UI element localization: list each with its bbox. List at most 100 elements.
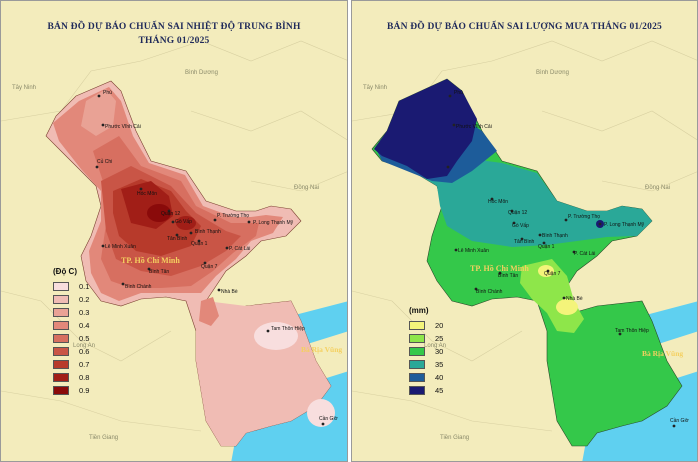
station-label: Nhà Bè (221, 289, 238, 295)
region-label-tien-giang: Tiền Giang (89, 435, 118, 441)
legend-swatch (409, 320, 425, 330)
rainfall-map-panel: Tây Ninh Bình Dương Đồng Nai Long An Tiề… (351, 0, 698, 462)
station-label: Phú (103, 90, 112, 96)
station-label: P. Long Thạnh Mỹ (604, 222, 645, 228)
legend-value: 0.4 (79, 320, 90, 330)
legend-value: 0.9 (79, 385, 90, 395)
station-label: Bình Chánh (476, 289, 503, 295)
temperature-legend-item: 0.7 (53, 358, 89, 370)
legend-value: 40 (435, 372, 444, 382)
legend-swatch (409, 346, 425, 356)
rainfall-legend-item: 45 (409, 384, 443, 396)
region-label-binh-duong: Bình Dương (185, 70, 218, 76)
legend-value: 0.6 (79, 346, 90, 356)
station-label: P. Trường Thọ (568, 214, 600, 220)
temperature-band-0.4 (199, 297, 219, 326)
station-label: Gò Vấp (175, 219, 192, 225)
station-label: Quận 12 (161, 211, 180, 217)
rainfall-legend-item: 30 (409, 345, 443, 357)
temperature-map-subtitle: THÁNG 01/2025 (138, 36, 210, 46)
rainfall-legend: (mm) 20 25 30 35 40 45 (409, 306, 443, 397)
region-label-ba-ria-vung-tau: Bà Rịa Vũng (642, 349, 683, 358)
station-label: Quận 7 (201, 264, 218, 270)
station-label: P. Trường Thọ (217, 213, 249, 219)
legend-swatch (53, 333, 69, 343)
station-label: Tam Thôn Hiệp (615, 328, 649, 334)
station-label: Tân Bình (167, 236, 188, 242)
station-label: Tân Bình (514, 239, 535, 245)
region-label-dong-nai: Đồng Nai (645, 185, 670, 191)
station-label: Phước Vĩnh Cải (105, 124, 141, 130)
city-label: TP. Hồ Chí Minh (470, 264, 529, 273)
station-label: P. Long Thạnh Mỹ (253, 220, 294, 226)
legend-value: 25 (435, 333, 444, 343)
station-label: Bình Tân (149, 269, 169, 275)
legend-swatch (409, 333, 425, 343)
station-label: Hóc Môn (488, 199, 508, 205)
legend-value: 0.2 (79, 294, 90, 304)
rainfall-legend-item: 20 (409, 319, 443, 331)
rainfall-band-45 (374, 79, 477, 179)
temperature-map: Tây Ninh Bình Dương Đồng Nai Long An Tiề… (1, 40, 347, 461)
temperature-band-0.8 (176, 216, 196, 230)
legend-value: 30 (435, 346, 444, 356)
legend-value: 0.7 (79, 359, 90, 369)
station-label: Hóc Môn (137, 191, 157, 197)
region-label-tay-ninh: Tây Ninh (363, 85, 387, 91)
station-label: Bình Thạnh (542, 233, 568, 239)
station-label: Lê Minh Xuân (105, 244, 136, 250)
station-label: Phước Vĩnh Cải (456, 124, 492, 130)
region-label-ba-ria-vung-tau: Bà Rịa Vũng (301, 345, 342, 354)
station-label: P. Cát Lái (574, 251, 595, 257)
temperature-band-0.1 (307, 399, 335, 427)
temperature-legend-item: 0.4 (53, 319, 89, 331)
legend-title: (mm) (409, 306, 429, 315)
station-label: Bình Tân (498, 273, 518, 279)
region-label-long-an: Long An (73, 343, 95, 349)
legend-swatch (53, 346, 69, 356)
station-label: Lê Minh Xuân (458, 248, 489, 254)
station-label: Củ Chi (97, 158, 112, 165)
legend-value: 20 (435, 320, 444, 330)
station-label: Gò Vấp (512, 223, 529, 229)
legend-swatch (409, 359, 425, 369)
temperature-legend-item: 0.3 (53, 306, 89, 318)
rainfall-band-20 (556, 299, 578, 315)
temperature-legend-item: 0.9 (53, 384, 89, 396)
legend-value: 0.1 (79, 281, 90, 291)
legend-value: 35 (435, 359, 444, 369)
legend-swatch (53, 281, 69, 291)
station-label: Bình Thạnh (195, 229, 221, 235)
rainfall-legend-item: 35 (409, 358, 443, 370)
station-label: Bình Chánh (125, 284, 152, 290)
station-label: Cần Giờ (319, 416, 339, 422)
station-label: Quận 7 (544, 271, 561, 277)
temperature-legend-item: 0.1 (53, 280, 89, 292)
rainfall-legend-item: 25 (409, 332, 443, 344)
station-label: Quận 1 (191, 241, 208, 247)
station-label: Quận 12 (508, 210, 527, 216)
legend-swatch (53, 320, 69, 330)
temperature-legend-item: 0.5 (53, 332, 89, 344)
station-label: Phú (454, 90, 463, 96)
temperature-band-0.1 (254, 322, 298, 350)
temperature-band-0.9 (147, 204, 171, 222)
legend-title: (Độ C) (53, 267, 77, 276)
legend-swatch (53, 372, 69, 382)
legend-swatch (53, 385, 69, 395)
legend-swatch (53, 307, 69, 317)
legend-swatch (409, 385, 425, 395)
legend-swatch (53, 359, 69, 369)
temperature-legend: (Độ C) 0.1 0.2 0.3 0.4 0.5 0.6 0.7 0.8 0.9 (53, 267, 89, 397)
station-label: Quận 1 (538, 244, 555, 250)
region-label-long-an: Long An (424, 343, 446, 349)
temperature-band-0.3 (81, 89, 116, 136)
station-label: Tam Thôn Hiệp (271, 326, 305, 332)
legend-value: 0.5 (79, 333, 90, 343)
rainfall-map: Tây Ninh Bình Dương Đồng Nai Long An Tiề… (352, 40, 697, 461)
temperature-map-panel: Tây Ninh Bình Dương Đồng Nai Long An Tiề… (0, 0, 348, 462)
region-label-tay-ninh: Tây Ninh (12, 85, 36, 91)
station-label: Cần Giờ (670, 418, 690, 424)
legend-value: 0.3 (79, 307, 90, 317)
legend-swatch (409, 372, 425, 382)
